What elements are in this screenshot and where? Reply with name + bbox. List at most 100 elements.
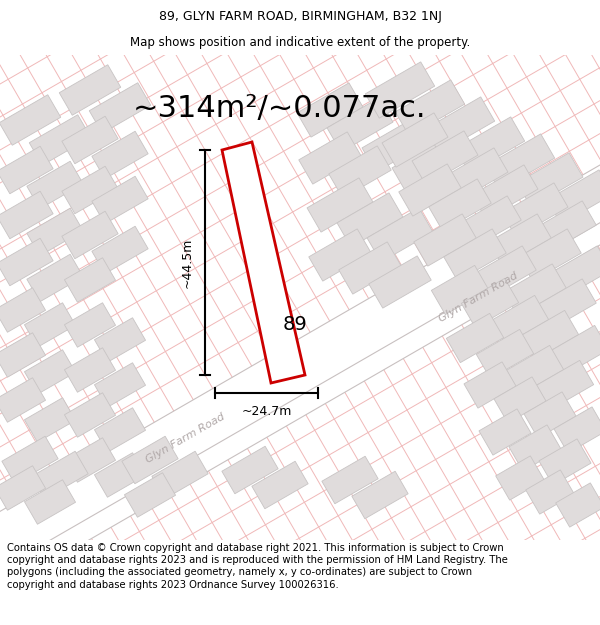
Polygon shape [365, 62, 435, 118]
Polygon shape [94, 408, 146, 452]
Polygon shape [491, 296, 548, 344]
Polygon shape [94, 318, 146, 362]
Polygon shape [556, 483, 600, 527]
Polygon shape [32, 451, 88, 499]
Polygon shape [517, 153, 583, 207]
Polygon shape [0, 146, 53, 194]
Polygon shape [367, 208, 433, 262]
Text: Map shows position and indicative extent of the property.: Map shows position and indicative extent… [130, 36, 470, 49]
Polygon shape [425, 97, 495, 153]
Polygon shape [549, 246, 600, 298]
Polygon shape [2, 436, 58, 484]
Polygon shape [327, 98, 393, 152]
Polygon shape [339, 242, 401, 294]
Polygon shape [479, 409, 531, 455]
Polygon shape [442, 148, 508, 202]
Polygon shape [534, 279, 596, 331]
Polygon shape [62, 116, 118, 164]
Polygon shape [362, 118, 428, 172]
Text: 89, GLYN FARM ROAD, BIRMINGHAM, B32 1NJ: 89, GLYN FARM ROAD, BIRMINGHAM, B32 1NJ [158, 10, 442, 23]
Polygon shape [222, 446, 278, 494]
Polygon shape [539, 439, 591, 485]
Polygon shape [0, 238, 53, 286]
Polygon shape [455, 117, 525, 173]
Polygon shape [464, 362, 516, 408]
Polygon shape [252, 461, 308, 509]
Polygon shape [429, 179, 491, 231]
Polygon shape [92, 131, 148, 179]
Polygon shape [62, 166, 118, 214]
Polygon shape [485, 134, 555, 190]
Polygon shape [399, 164, 461, 216]
Polygon shape [27, 254, 83, 302]
Polygon shape [395, 80, 465, 136]
Polygon shape [474, 246, 536, 298]
Polygon shape [25, 350, 76, 394]
Polygon shape [369, 256, 431, 308]
Polygon shape [461, 278, 518, 328]
Text: Contains OS data © Crown copyright and database right 2021. This information is : Contains OS data © Crown copyright and d… [7, 542, 508, 590]
Text: ~44.5m: ~44.5m [181, 238, 193, 288]
Polygon shape [496, 456, 544, 500]
Polygon shape [506, 346, 563, 394]
Polygon shape [536, 361, 593, 409]
Polygon shape [0, 466, 46, 510]
Polygon shape [152, 451, 208, 499]
Polygon shape [502, 183, 568, 237]
Polygon shape [551, 326, 600, 374]
Polygon shape [0, 95, 61, 145]
Polygon shape [92, 226, 148, 274]
Polygon shape [352, 471, 408, 519]
Polygon shape [59, 65, 121, 115]
Polygon shape [0, 288, 46, 332]
Polygon shape [509, 425, 561, 471]
Polygon shape [494, 377, 546, 423]
Polygon shape [524, 392, 576, 438]
Polygon shape [431, 266, 488, 314]
Polygon shape [27, 161, 83, 209]
Polygon shape [526, 470, 574, 514]
Polygon shape [337, 193, 403, 247]
Text: Glyn Farm Road: Glyn Farm Road [437, 270, 520, 324]
Polygon shape [299, 132, 361, 184]
Polygon shape [89, 82, 151, 133]
Text: Glyn Farm Road: Glyn Farm Road [143, 411, 226, 465]
Polygon shape [554, 407, 600, 453]
Polygon shape [0, 191, 53, 239]
Polygon shape [64, 438, 116, 483]
Text: 89: 89 [283, 316, 307, 334]
Polygon shape [322, 456, 378, 504]
Text: ~314m²/~0.077ac.: ~314m²/~0.077ac. [133, 94, 427, 122]
Polygon shape [29, 115, 91, 165]
Polygon shape [0, 58, 600, 625]
Polygon shape [62, 211, 118, 259]
Polygon shape [329, 146, 391, 198]
Polygon shape [414, 214, 476, 266]
Polygon shape [392, 138, 458, 192]
Polygon shape [0, 21, 600, 564]
Polygon shape [0, 378, 46, 423]
Polygon shape [309, 229, 371, 281]
Polygon shape [521, 311, 578, 359]
Polygon shape [64, 392, 116, 438]
Polygon shape [534, 201, 596, 253]
Polygon shape [519, 229, 581, 281]
Polygon shape [122, 436, 178, 484]
Polygon shape [222, 142, 305, 383]
Polygon shape [25, 480, 76, 524]
Polygon shape [489, 214, 551, 266]
Polygon shape [27, 208, 83, 256]
Polygon shape [504, 264, 566, 316]
Polygon shape [476, 329, 533, 379]
Polygon shape [64, 302, 116, 348]
Polygon shape [444, 229, 506, 281]
Polygon shape [0, 332, 46, 378]
Text: ~24.7m: ~24.7m [241, 405, 292, 418]
Polygon shape [64, 258, 116, 302]
Polygon shape [94, 452, 146, 498]
Polygon shape [472, 165, 538, 219]
Polygon shape [94, 362, 146, 408]
Polygon shape [412, 131, 478, 185]
Polygon shape [92, 176, 148, 224]
Polygon shape [307, 178, 373, 232]
